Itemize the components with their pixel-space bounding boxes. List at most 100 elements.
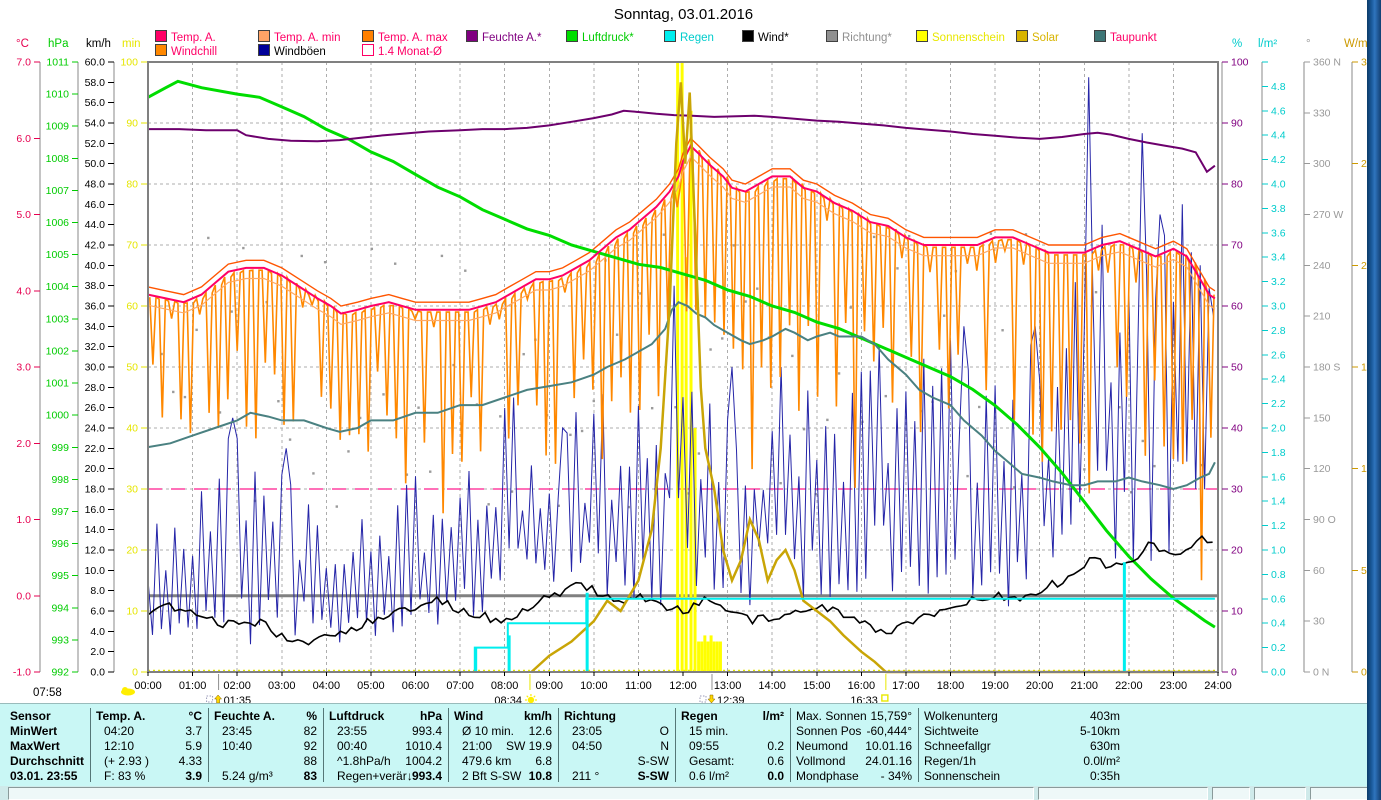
direction-dot: [627, 505, 631, 509]
status-segment: [1212, 787, 1250, 800]
axis-tick-label: 1010: [46, 89, 70, 101]
axis-tick-label: 100: [120, 57, 138, 69]
table-info-value: 403m: [1089, 709, 1120, 723]
table-group-unit: hPa: [419, 709, 442, 723]
direction-dot: [335, 505, 338, 508]
legend-label: Regen: [680, 32, 714, 44]
direction-dot: [942, 314, 946, 317]
direction-dot: [732, 244, 736, 247]
desktop-background-strip: [1367, 0, 1381, 800]
legend-item-solar: Solar: [1016, 30, 1059, 44]
axis-tick-label: 2.0: [90, 646, 105, 658]
axis-header-pressure: hPa: [48, 38, 69, 50]
direction-dot: [697, 452, 701, 455]
axis-tick-label: 4.4: [1271, 130, 1286, 142]
axis-tick-label: 0.0: [90, 667, 105, 679]
axis-tick-label: 20: [126, 545, 138, 557]
legend-item-feuchte-a-: Feuchte A.*: [466, 30, 541, 44]
axis-tick-label: 52.0: [85, 138, 106, 150]
axis-tick-label: 997: [51, 506, 69, 518]
table-info-label: Vollmond: [796, 754, 846, 768]
axis-tick-label: 1.0: [1271, 545, 1286, 557]
table-value-right: 92: [303, 739, 317, 753]
series-tempa: [147, 144, 1216, 315]
table-group-unit: l/m²: [762, 709, 784, 723]
direction-dot: [230, 310, 233, 313]
axis-tick-label: -1.0: [13, 667, 31, 679]
axis-tick-label: 3.2: [1271, 276, 1286, 288]
direction-dot: [662, 233, 666, 236]
direction-dot: [580, 429, 584, 433]
axis-tick-label: 40: [126, 423, 138, 435]
x-axis-label: 07:00: [446, 680, 474, 692]
x-axis-label: 06:00: [402, 680, 430, 692]
direction-dot: [1094, 290, 1098, 294]
direction-dot: [277, 400, 280, 403]
axis-tick-label: 0: [1361, 667, 1367, 679]
direction-dot: [487, 503, 490, 506]
sunset-square-icon: [881, 694, 889, 702]
table-info-value: 15,759°: [870, 709, 912, 723]
axis-tick-label: 1.6: [1271, 471, 1286, 483]
direction-dot: [592, 399, 595, 403]
axis-tick-label: 0.8: [1271, 569, 1286, 581]
axis-tick-label: 1003: [46, 313, 70, 325]
axis-tick-label: 4.6: [1271, 105, 1286, 117]
table-info-label: Wolkenunterg: [924, 709, 998, 723]
table-value-right: 1004.2: [405, 754, 442, 768]
direction-dot: [358, 416, 362, 420]
table-value-right: 0.0: [767, 769, 784, 783]
axis-rain: 4.8 4.6 4.4 4.2 4.0 3.8 3.6 3.4 3.2 3.0 2.8 2.6 2.4 2…: [1261, 61, 1286, 679]
axis-tick-label: 54.0: [85, 118, 106, 130]
table-value-left: 23:05: [572, 724, 603, 738]
x-axis-label: 14:00: [758, 680, 786, 692]
table-value-left: 211 °: [572, 769, 600, 783]
direction-dot: [674, 406, 677, 409]
direction-dot: [1199, 463, 1203, 467]
axis-tick-label: 996: [51, 538, 69, 550]
axis-tick-label: 10.0: [85, 565, 106, 577]
direction-dot: [382, 393, 385, 396]
x-axis-label: 20:00: [1026, 680, 1054, 692]
sun-icon-ray: [526, 695, 529, 698]
x-axis-label: 01:00: [179, 680, 207, 692]
table-group-header: Luftdruck: [329, 709, 385, 723]
table-value-right: 10.8: [528, 769, 552, 783]
axis-tick-label: 1011: [46, 57, 69, 69]
axis-tick-label: 1009: [46, 121, 70, 133]
direction-dot: [837, 372, 841, 375]
table-info-value: 10.01.16: [865, 739, 912, 753]
table-group-unit: °C: [188, 709, 202, 723]
axis-tick-label: 2.8: [1271, 325, 1286, 337]
axis-tick-label: 50: [1361, 565, 1373, 577]
table-info-label: Sonnenschein: [924, 769, 1001, 783]
table-value-left: F: 83 %: [104, 769, 146, 783]
direction-dot: [650, 406, 654, 410]
direction-dot: [510, 490, 514, 493]
axis-tick-label: 60: [1231, 301, 1243, 313]
table-group-header: Regen: [681, 709, 718, 723]
axis-header-temp: °C: [16, 38, 29, 50]
x-axis-label: 18:00: [937, 680, 965, 692]
legend-item-windb-en: Windböen: [258, 44, 326, 58]
sun-icon-ray: [533, 695, 536, 698]
direction-dot: [323, 260, 327, 264]
axis-tick-label: 995: [51, 570, 69, 582]
x-axis-label: 19:00: [981, 680, 1009, 692]
axis-tick-label: 0 N: [1313, 667, 1329, 679]
axis-tick-label: 60: [126, 301, 138, 313]
direction-dot: [300, 254, 303, 258]
legend-item-temp-a-max: Temp. A. max: [362, 30, 448, 44]
legend-swatch: [155, 30, 167, 42]
table-value-left: (+ 2.93 ): [104, 754, 150, 768]
legend-label: Temp. A. max: [378, 32, 448, 44]
legend-label: Richtung*: [842, 32, 892, 44]
direction-dot: [253, 499, 257, 503]
direction-dot: [744, 300, 747, 303]
sun-cloud-icon: [122, 687, 128, 693]
axis-direction: 360 N 330 300 270 W 240 210 180 S 150 120 90 O 60 3…: [1303, 57, 1343, 679]
x-axis-label: 04:00: [313, 680, 341, 692]
axis-tick-label: 40: [1231, 423, 1243, 435]
axis-tick-label: 32.0: [85, 341, 106, 353]
legend-swatch: [362, 44, 374, 56]
